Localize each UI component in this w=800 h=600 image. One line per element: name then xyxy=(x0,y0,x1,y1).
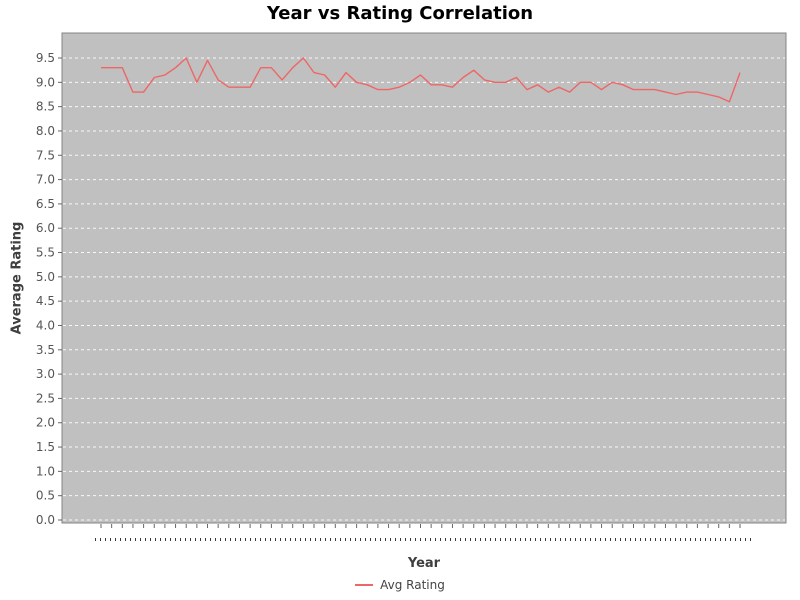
y-tick-label: 0.0 xyxy=(36,513,55,527)
y-tick-label: 8.5 xyxy=(36,100,55,114)
y-tick-label: 9.0 xyxy=(36,75,55,89)
y-tick-label: 3.5 xyxy=(36,343,55,357)
x-axis-label: Year xyxy=(407,556,441,571)
y-tick-label: 7.5 xyxy=(36,148,55,162)
y-tick-label: 8.0 xyxy=(36,124,55,138)
legend-line-sample-icon xyxy=(355,584,374,586)
legend-item-label: Avg Rating xyxy=(380,578,445,592)
y-tick-label: 7.0 xyxy=(36,173,55,187)
y-tick-label: 1.0 xyxy=(36,464,55,478)
y-tick-label: 0.5 xyxy=(36,489,55,503)
y-tick-label: 5.0 xyxy=(36,270,55,284)
y-tick-label: 5.5 xyxy=(36,246,55,260)
y-axis-label: Average Rating xyxy=(9,221,25,335)
y-tick-label: 4.0 xyxy=(36,318,55,332)
series-line-avg-rating xyxy=(101,57,741,103)
y-tick-label: 6.5 xyxy=(36,197,55,211)
y-tick-label: 6.0 xyxy=(36,221,55,235)
y-tick-label: 2.0 xyxy=(36,416,55,430)
y-tick-label: 3.0 xyxy=(36,367,55,381)
y-tick-label: 1.5 xyxy=(36,440,55,454)
y-tick-label: 2.5 xyxy=(36,391,55,405)
x-tick-labels-illegible-dots xyxy=(95,538,751,541)
plot-area xyxy=(61,32,787,524)
chart-title: Year vs Rating Correlation xyxy=(266,3,534,24)
y-tick-label: 4.5 xyxy=(36,294,55,308)
y-tick-label: 9.5 xyxy=(36,51,55,65)
legend: Avg Rating xyxy=(0,578,800,592)
